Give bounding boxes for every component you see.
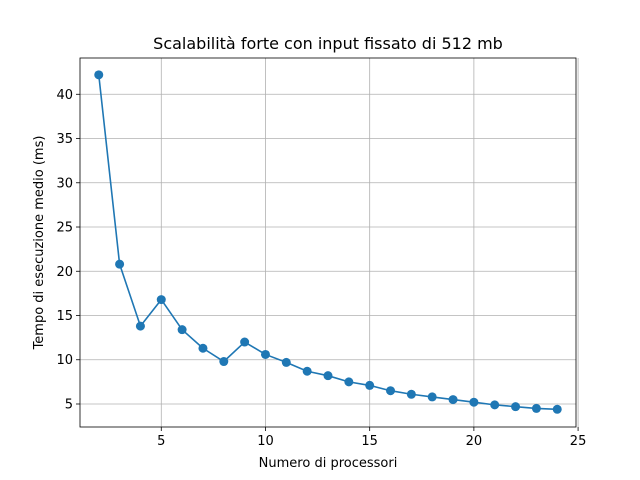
data-point bbox=[135, 321, 145, 331]
x-axis-label: Numero di processori bbox=[259, 456, 398, 471]
data-point bbox=[365, 380, 375, 390]
x-tick-label: 5 bbox=[157, 434, 165, 449]
x-tick-label: 15 bbox=[361, 434, 378, 449]
data-point bbox=[511, 402, 521, 412]
data-point bbox=[469, 397, 479, 407]
y-tick-label: 10 bbox=[56, 353, 73, 368]
data-point bbox=[115, 259, 125, 269]
data-point bbox=[531, 403, 541, 413]
data-point bbox=[344, 377, 354, 387]
data-point bbox=[156, 295, 166, 305]
grid-lines bbox=[80, 58, 579, 427]
data-point bbox=[427, 392, 437, 402]
data-point bbox=[177, 325, 187, 335]
data-point bbox=[448, 395, 458, 405]
y-tick-label: 40 bbox=[56, 88, 73, 103]
y-tick-label: 25 bbox=[56, 221, 73, 236]
y-axis-label: Tempo di esecuzione medio (ms) bbox=[32, 136, 47, 351]
y-tick-label: 15 bbox=[56, 309, 73, 324]
y-tick-label: 35 bbox=[56, 132, 73, 147]
data-point bbox=[260, 349, 270, 359]
data-point bbox=[490, 400, 500, 410]
axes: 5 10 15 20 25 5 10 15 20 25 30 35 40 bbox=[56, 57, 587, 449]
data-point bbox=[323, 371, 333, 381]
x-tick-label: 20 bbox=[466, 434, 483, 449]
data-point bbox=[406, 389, 416, 399]
data-point bbox=[281, 357, 291, 367]
data-series bbox=[94, 70, 562, 414]
data-point bbox=[219, 357, 229, 367]
y-tick-label: 20 bbox=[56, 265, 73, 280]
data-point bbox=[240, 337, 250, 347]
plot-area bbox=[80, 58, 576, 427]
y-tick-label: 5 bbox=[65, 397, 73, 412]
y-tick-label: 30 bbox=[56, 176, 73, 191]
x-tick-label: 25 bbox=[570, 434, 587, 449]
data-point bbox=[302, 366, 312, 376]
data-point bbox=[386, 386, 396, 396]
data-point bbox=[552, 404, 562, 414]
x-tick-label: 10 bbox=[257, 434, 274, 449]
chart-title: Scalabilità forte con input fissato di 5… bbox=[153, 34, 503, 53]
data-point bbox=[198, 343, 208, 353]
plot-frame bbox=[79, 57, 577, 428]
data-point bbox=[94, 70, 104, 80]
